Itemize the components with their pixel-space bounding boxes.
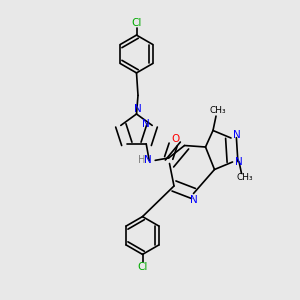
Text: N: N bbox=[235, 157, 243, 167]
Text: N: N bbox=[190, 195, 197, 205]
Text: N: N bbox=[134, 103, 142, 114]
Text: Cl: Cl bbox=[131, 17, 142, 28]
Text: N: N bbox=[142, 119, 149, 129]
Text: N: N bbox=[232, 130, 240, 140]
Text: O: O bbox=[172, 134, 180, 144]
Text: N: N bbox=[144, 155, 152, 165]
Text: H: H bbox=[138, 155, 146, 165]
Text: CH₃: CH₃ bbox=[236, 173, 253, 182]
Text: CH₃: CH₃ bbox=[209, 106, 226, 115]
Text: Cl: Cl bbox=[137, 262, 148, 272]
